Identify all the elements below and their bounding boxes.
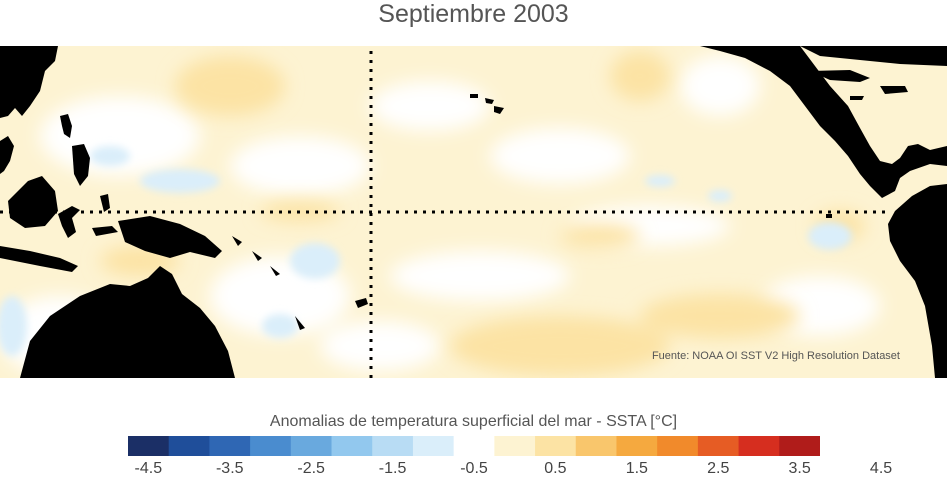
colorbar-swatch-16 (779, 436, 820, 456)
colorbar-label: Anomalias de temperatura superficial del… (269, 413, 678, 430)
land-cuba (810, 70, 870, 82)
colorbar-tick-label: 4.5 (869, 460, 893, 477)
source-note: Fuente: NOAA OI SST V2 High Resolution D… (651, 350, 900, 362)
land-jamaica (850, 96, 864, 100)
colorbar-tick-label: -1.5 (378, 460, 407, 477)
land-australia (20, 266, 235, 378)
land-indochina (0, 136, 14, 174)
colorbar-swatch-0 (128, 436, 170, 456)
colorbar-swatch-13 (657, 436, 699, 456)
colorbar-swatch-12 (616, 436, 658, 456)
land-masses (0, 46, 947, 378)
colorbar-swatch-4 (290, 436, 333, 456)
colorbar-tick-label: 0.5 (544, 460, 567, 477)
land-hawaii (470, 94, 504, 114)
land-new-caledonia (295, 316, 305, 330)
colorbar-swatch-7 (412, 436, 455, 456)
colorbar (128, 436, 820, 456)
map-title: Septiembre 2003 (378, 0, 569, 28)
colorbar-tick-label: -4.5 (134, 460, 163, 477)
colorbar-swatch-14 (697, 436, 740, 456)
colorbar-swatch-11 (575, 436, 617, 456)
land-asia (0, 46, 58, 118)
colorbar-swatch-5 (331, 436, 373, 456)
land-caribbean-upper (800, 46, 947, 66)
colorbar-swatch-6 (372, 436, 414, 456)
colorbar-swatch-1 (168, 436, 210, 456)
land-fiji (355, 298, 368, 308)
colorbar-tick-label: 1.5 (625, 460, 648, 477)
ssta-map (0, 46, 947, 378)
colorbar-swatch-15 (738, 436, 780, 456)
colorbar-swatch-8 (453, 436, 495, 456)
land-borneo (8, 176, 58, 228)
land-java (0, 246, 78, 272)
colorbar-tick-label: 2.5 (707, 460, 730, 477)
land-mexico (700, 46, 947, 198)
land-new-guinea (118, 216, 222, 258)
colorbar-tick-label: -3.5 (215, 460, 244, 477)
cool-anomaly-patches (0, 146, 852, 356)
colorbar-swatch-2 (209, 436, 251, 456)
colorbar-swatch-9 (494, 436, 536, 456)
colorbar-tick-label: -2.5 (297, 460, 325, 477)
colorbar-swatch-10 (535, 436, 577, 456)
land-seram (92, 226, 118, 236)
land-south-america (888, 184, 947, 378)
land-philippines-south (72, 144, 90, 186)
land-halmahera (100, 194, 110, 212)
land-sulawesi (58, 206, 80, 238)
land-hispaniola (880, 86, 908, 94)
colorbar-swatch-3 (250, 436, 292, 456)
land-philippines (60, 114, 72, 138)
colorbar-tick-label: 3.5 (788, 460, 811, 477)
land-solomon (232, 236, 280, 276)
colorbar-tick-label: -0.5 (460, 460, 488, 477)
land-galapagos (826, 214, 832, 218)
